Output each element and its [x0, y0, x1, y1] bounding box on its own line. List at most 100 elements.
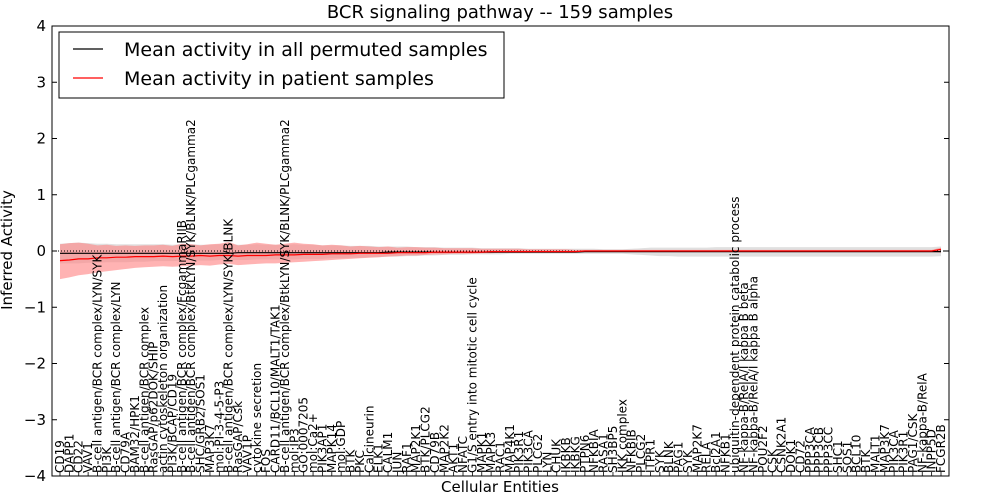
x-tick-label: FOS	[259, 449, 273, 473]
x-tick-label: MAP3K7	[878, 424, 892, 473]
plot-frame	[51, 25, 950, 477]
x-tick-label: ITPR1	[644, 439, 658, 473]
x-tick-label: BAM32/HPK1	[128, 395, 142, 473]
x-tick-label: NF-kappa-B/RelA	[915, 372, 929, 473]
x-tick-label: SH3BP5	[606, 426, 620, 473]
x-tick-label: BTK/PLCG2	[419, 406, 433, 473]
x-tick-label: RAF1	[400, 442, 414, 473]
x-tick-label: B-cell antigen/BCR complex/LYN	[109, 281, 123, 473]
x-tick-label: NF-kappa-B/RelA/I kappa B beta	[737, 282, 751, 473]
x-tick-label: PIK3CA	[522, 429, 536, 473]
chart-title: BCR signaling pathway -- 159 samples	[327, 2, 673, 23]
x-tick-label: DAPP1	[62, 434, 76, 473]
x-tick-label: SYK	[681, 449, 695, 473]
x-tick-label: PKC	[353, 450, 367, 473]
x-tick-label: CD79B	[428, 432, 442, 473]
x-tick-label: Calcineurin	[362, 406, 376, 473]
y-tick-label: 0	[36, 242, 46, 260]
x-tick-label: MAP2K2	[437, 424, 451, 473]
x-tick-label: MAP3K7	[203, 424, 217, 473]
x-tick-label: MAP2K1	[409, 424, 423, 473]
x-tick-label: INPP5D	[925, 429, 939, 473]
x-tick-label: actin cytoskeleton organization	[156, 285, 170, 473]
x-tick-label: GO:0007205	[297, 397, 311, 473]
x-tick-label: mol:PI-3-4-5-P3	[212, 381, 226, 473]
y-tick-label: 2	[36, 130, 46, 148]
x-tick-label: AKT1	[447, 443, 461, 473]
x-tick-label: SHC/GRB2/SOS1	[194, 374, 208, 473]
x-tick-label: CD72	[793, 440, 807, 473]
x-tick-label: FCGR2B	[934, 424, 948, 473]
x-tick-label: VAV1	[81, 442, 95, 473]
y-tick-label: −2	[24, 355, 46, 373]
x-tick-label: MAPK1	[475, 432, 489, 473]
x-tick-label: IKBKB	[559, 437, 573, 473]
x-axis-label: Cellular Entities	[441, 478, 559, 496]
x-tick-label: NFKBIB	[625, 429, 639, 473]
x-tick-label: PAG1	[672, 442, 686, 473]
x-tick-label: BLNK	[662, 440, 676, 473]
x-tick-label: LYN	[540, 452, 554, 473]
x-tick-label: SHC1	[831, 440, 845, 473]
x-tick-label: ELK1	[372, 443, 386, 473]
y-tick-label: 1	[36, 186, 46, 204]
x-tick-label: CD22	[72, 440, 86, 473]
y-tick-label: 4	[36, 17, 46, 35]
x-tick-label: B-cell antigen/BCR complex	[137, 307, 151, 473]
x-tick-label: mol:IP3	[287, 428, 301, 473]
x-tick-label: CHUK	[550, 438, 564, 473]
x-tick-label: cytokine secretion	[250, 363, 264, 473]
x-tick-label: PTPN6	[578, 435, 592, 473]
x-tick-label: MAP4K1	[503, 424, 517, 473]
x-tick-label: NFATC	[456, 436, 470, 473]
x-tick-label: RELA	[700, 441, 714, 473]
x-tick-label: RasGAP/Csk	[231, 401, 245, 473]
x-tick-label: PIK3R1	[512, 431, 526, 473]
x-tick-label: PPP3CC	[822, 427, 836, 473]
x-tick-label: PAG1/CSK	[906, 413, 920, 473]
x-tick-label: PI3K/BCAP/CD19	[166, 374, 180, 473]
x-tick-label: PPP3CB	[812, 427, 826, 473]
x-tick-label: PI3K	[100, 446, 114, 473]
x-tick-label: G1/S entry into mitotic cell cycle	[465, 277, 479, 473]
x-tick-label: mol:Ca2+	[306, 413, 320, 473]
x-tick-label: MAP2K7	[690, 424, 704, 473]
x-tick-label: B-cell antigen/BCR complex/BtkLYN/SYK/BL…	[278, 119, 292, 473]
x-tick-label: CD79A	[119, 431, 133, 473]
x-tick-label: B-cell antigen/BCR complex/FcgammaRIIB	[175, 220, 189, 473]
x-tick-label: MAPK3	[484, 432, 498, 473]
y-axis-label: Inferred Activity	[0, 190, 16, 310]
x-tick-label: RasGAP/p62DOK/SHIP	[147, 342, 161, 473]
legend-label-patient: Mean activity in patient samples	[124, 68, 434, 90]
legend-label-permuted: Mean activity in all permuted samples	[124, 39, 487, 61]
x-tick-label: IKBKG	[569, 436, 583, 473]
x-tick-label: SYK	[653, 449, 667, 473]
x-tick-label: BTK	[859, 448, 873, 473]
x-tick-label: MALT1	[868, 434, 882, 473]
y-tick-label: 3	[36, 73, 46, 91]
x-tick-label: PLCG2	[531, 434, 545, 473]
x-tick-label: B-cell antigen/BCR complex/BtkLYN/SYK/BL…	[184, 119, 198, 473]
x-tick-label: ubiquitin-dependent protein catabolic pr…	[728, 197, 742, 473]
x-tick-label: Bcl2A1	[709, 431, 723, 473]
x-tick-label: BTK	[344, 448, 358, 473]
x-tick-label: CARD11/BCL10/MALT1/TAK1	[269, 304, 283, 473]
x-tick-label: MAPK14	[325, 424, 339, 473]
x-tick-label: B-cell antigen/BCR complex/LYN/SYK/BLNK	[222, 218, 236, 473]
x-tick-label: CSNK2A1	[775, 417, 789, 473]
x-tick-label: NFKB1	[718, 433, 732, 473]
x-tick-label: PPP3CA	[803, 426, 817, 473]
x-tick-label: PIK3AP1	[315, 424, 329, 473]
x-tick-label: NF-kappa-B/RelA/I kappa B alpha	[747, 276, 761, 473]
legend: Mean activity in all permuted samples Me…	[58, 31, 505, 99]
legend-box	[58, 31, 505, 99]
series-line-patient	[59, 248, 942, 262]
x-tick-label: PIK3CA	[887, 429, 901, 473]
x-tick-label: mol:GDP	[334, 421, 348, 473]
x-tick-label: CALM1	[381, 432, 395, 473]
x-tick-label: B-cell antigen/BCR complex/LYN/SYK	[91, 253, 105, 473]
x-tick-label: CD19	[53, 440, 67, 473]
